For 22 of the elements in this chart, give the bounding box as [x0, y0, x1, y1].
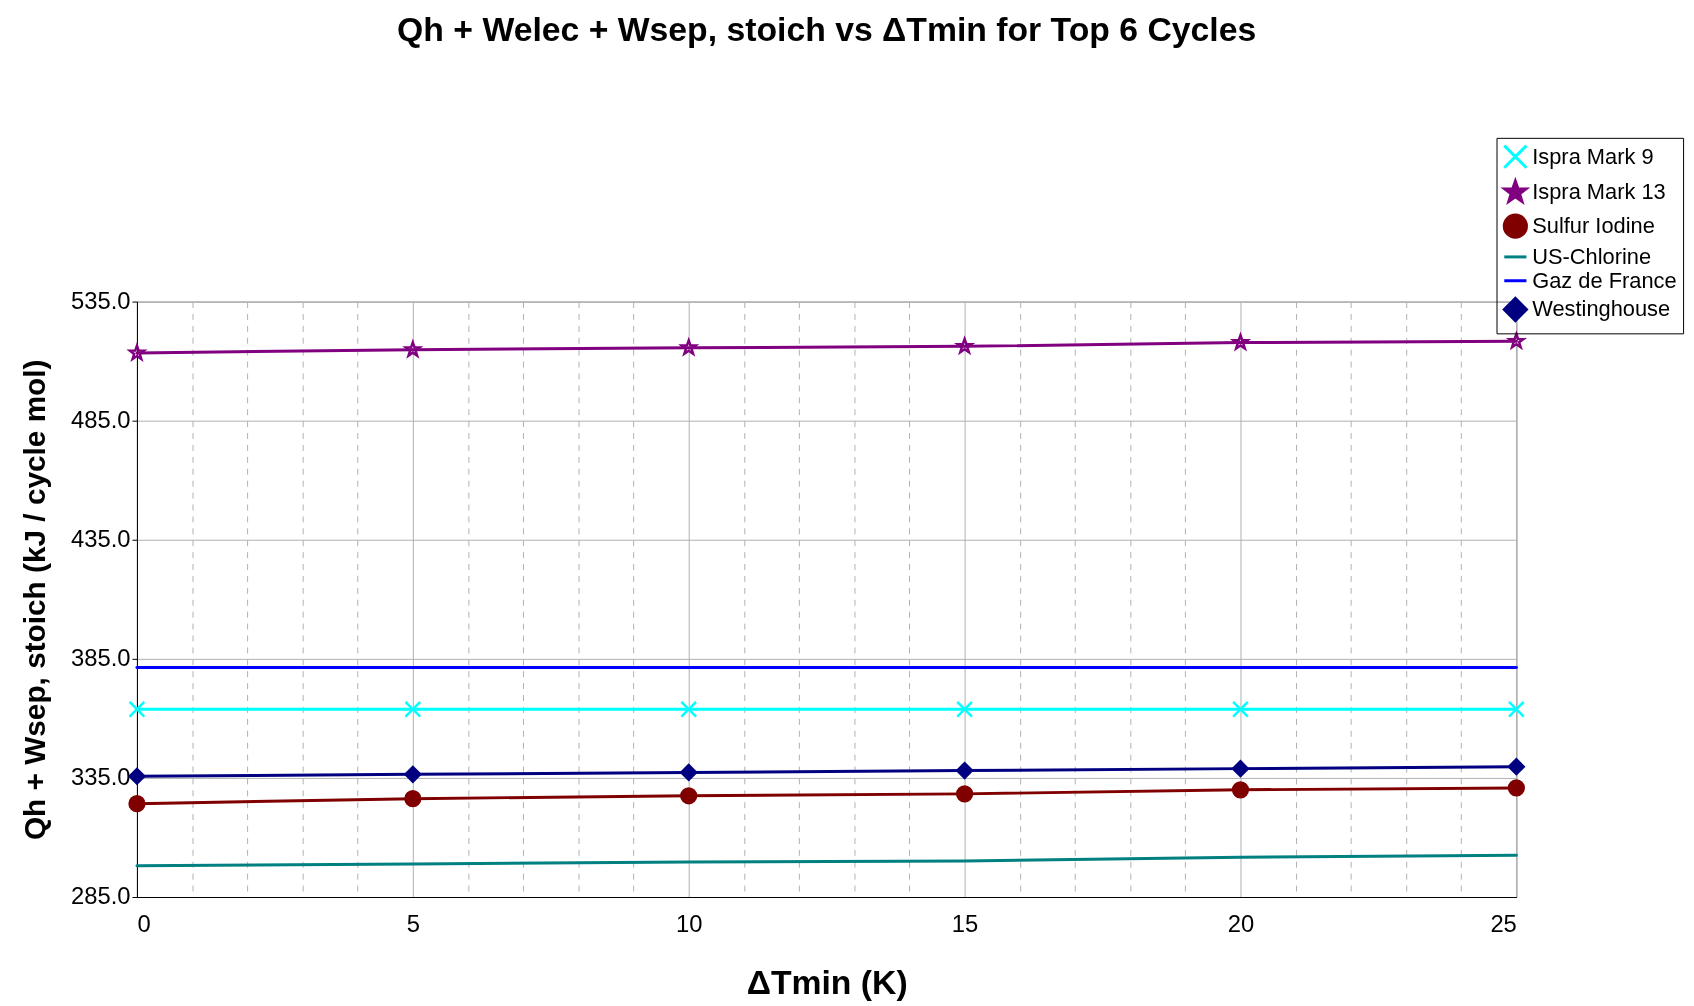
- x-tick-label: 15: [951, 910, 979, 938]
- x-tick-label: 5: [406, 910, 420, 938]
- x-tick-label: 0: [137, 910, 151, 938]
- line-series: [135, 853, 1518, 868]
- chart-title: Qh + Welec + Wsep, stoich vs ΔTmin for Top 6 Cycles: [397, 10, 1257, 49]
- legend-label: Gaz de France: [1532, 267, 1677, 293]
- y-tick-label: 385.0: [70, 644, 131, 672]
- x-tick-label: 10: [675, 910, 703, 938]
- x-axis-title: ΔTmin (K): [746, 962, 908, 1001]
- y-tick-label: 335.0: [70, 763, 131, 791]
- legend-label: US-Chlorine: [1532, 243, 1652, 269]
- legend-label: Sulfur Iodine: [1532, 213, 1655, 239]
- legend-label: Westinghouse: [1532, 296, 1671, 322]
- y-axis-title: Qh + Wsep, stoich (kJ / cycle mol): [18, 359, 52, 841]
- y-tick-label: 535.0: [70, 287, 131, 315]
- x-tick-label: 25: [1490, 910, 1517, 938]
- legend-label: Ispra Mark 9: [1532, 143, 1654, 169]
- y-tick-label: 435.0: [70, 525, 131, 553]
- y-tick-label: 485.0: [70, 406, 131, 434]
- x-tick-label: 20: [1227, 910, 1255, 938]
- legend-label: Ispra Mark 13: [1532, 179, 1666, 205]
- y-tick-label: 285.0: [70, 882, 131, 910]
